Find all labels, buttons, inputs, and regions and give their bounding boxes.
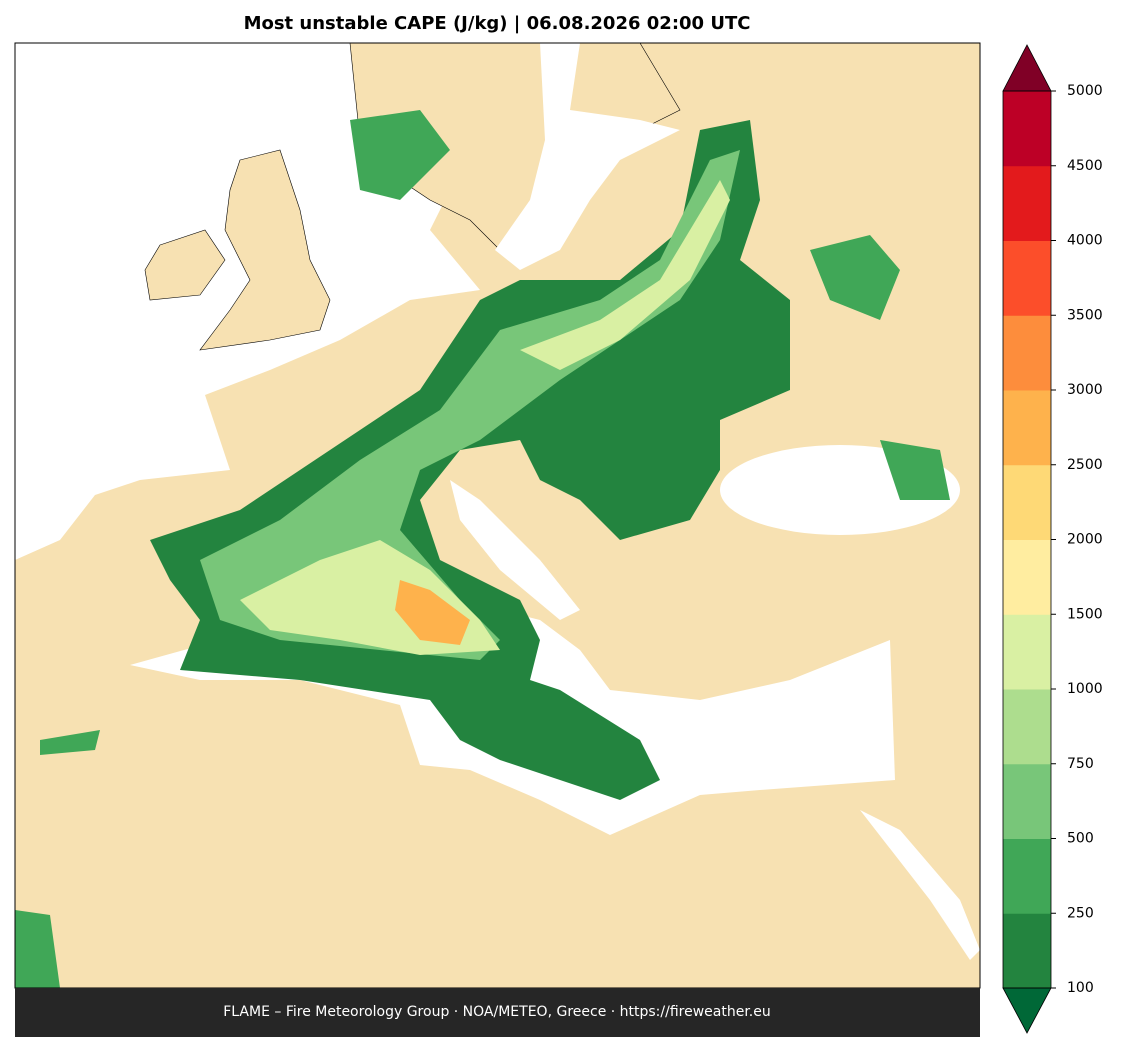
colorbar-tick-label: 750 bbox=[1067, 756, 1094, 772]
colorbar-tick-label: 4500 bbox=[1067, 158, 1103, 174]
colorbar-bin bbox=[1003, 838, 1051, 914]
cape-field bbox=[240, 180, 730, 655]
footer-band bbox=[15, 988, 980, 1037]
colorbar-bin bbox=[1003, 464, 1051, 540]
colorbar-tick-label: 1500 bbox=[1067, 606, 1103, 622]
colorbar-bin bbox=[1003, 763, 1051, 839]
colorbar-bin bbox=[1003, 240, 1051, 316]
title: Most unstable CAPE (J/kg) | 06.08.2026 0… bbox=[244, 13, 751, 34]
red-sea bbox=[860, 810, 980, 960]
colorbar: 100 250 500 750 1000 1500 2000 2500 3000 3500 4000… bbox=[1002, 44, 1103, 1034]
colorbar-over bbox=[1002, 44, 1052, 92]
colorbar-tick-label: 500 bbox=[1067, 831, 1094, 847]
colorbar-bin bbox=[1003, 91, 1051, 167]
uk bbox=[199, 149, 331, 351]
footer: FLAME – Fire Meteorology Group · NOA/MET… bbox=[223, 1004, 771, 1020]
ireland bbox=[144, 229, 226, 301]
colorbar-tick-label: 100 bbox=[1067, 980, 1094, 996]
colorbar-tick-label: 1000 bbox=[1067, 681, 1103, 697]
adriatic bbox=[450, 480, 580, 620]
colorbar-bin bbox=[1003, 913, 1051, 989]
colorbar-bin bbox=[1003, 165, 1051, 241]
colorbar-under bbox=[1002, 987, 1052, 1034]
colorbar-bin bbox=[1003, 315, 1051, 391]
colorbar-bin bbox=[1003, 390, 1051, 466]
colorbar-bin bbox=[1003, 614, 1051, 690]
colorbar-tick-label: 4000 bbox=[1067, 233, 1103, 249]
colorbar-tick-label: 3000 bbox=[1067, 382, 1103, 398]
colorbar-bin bbox=[1003, 539, 1051, 615]
colorbar-bin bbox=[1003, 689, 1051, 765]
cape-field bbox=[395, 580, 470, 645]
colorbar-tick-label: 3500 bbox=[1067, 307, 1103, 323]
map bbox=[14, 42, 981, 989]
colorbar-tick-label: 5000 bbox=[1067, 83, 1103, 99]
colorbar-tick-label: 250 bbox=[1067, 905, 1094, 921]
cape-field bbox=[200, 150, 740, 660]
baltic bbox=[495, 43, 680, 270]
colorbar-tick-label: 2500 bbox=[1067, 457, 1103, 473]
colorbar-tick-label: 2000 bbox=[1067, 532, 1103, 548]
